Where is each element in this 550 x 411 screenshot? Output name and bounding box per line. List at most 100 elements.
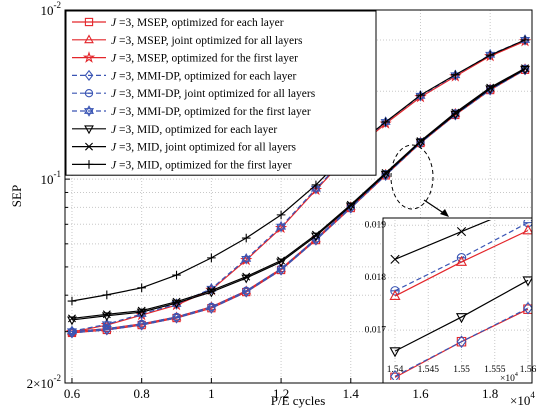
marker [172,312,181,322]
marker [276,220,287,233]
y-tick-label-exp: -1 [54,169,62,179]
marker [381,117,390,127]
marker [102,310,111,319]
x-multiplier-exp: 4 [530,390,535,400]
marker [67,296,77,306]
series-line [71,68,526,333]
marker [311,230,320,239]
legend-label: J =3, MMI-DP, joint optimized for all la… [111,88,316,100]
inset-series [389,220,532,380]
series-line [394,307,529,377]
marker [137,283,146,293]
legend-label: J =3, MSEP, optimized for each layer [111,17,284,29]
x-multiplier-base: ×10 [510,393,530,408]
marker [84,125,94,135]
inset-x-multiplier: ×104 [500,372,518,384]
marker [276,210,286,220]
x-tick-label: 1.8 [482,386,498,401]
marker [84,69,94,81]
marker [346,200,355,209]
legend-box [65,10,377,176]
marker [455,313,468,324]
marker [522,276,532,287]
marker [84,34,94,44]
marker [67,314,76,323]
x-axis-label: P/E cycles [271,393,326,408]
y-tick-label-exp: -2 [54,373,62,383]
x-tick-label: 1 [208,386,215,401]
marker [66,325,77,337]
zoom-arrow [423,199,446,215]
series-line [71,69,526,334]
marker [207,286,216,295]
inset-y-tick-label: 0.017 [365,325,387,335]
marker [455,255,468,266]
legend-label: J =3, MMI-DP, optimized for the first la… [111,106,311,118]
y-tick-label-base: 2×10 [27,376,54,391]
marker [84,17,94,27]
marker [84,160,94,169]
series-line [394,279,529,352]
marker [241,253,252,265]
marker [523,220,532,228]
y-tick-label: 2×10-2 [27,373,61,391]
legend-label: J =3, MMI-DP, optimized for each layer [111,70,296,82]
marker [389,289,401,300]
marker [486,83,495,92]
marker [521,64,530,73]
marker [277,256,286,265]
legend-label: J =3, MSEP, optimized for the first laye… [111,52,298,64]
y-tick-label-exp: -2 [54,0,62,10]
marker [451,108,460,117]
legend: J =3, MSEP, optimized for each layer J =3… [65,10,377,176]
marker [416,90,425,100]
grid [65,9,532,384]
marker [456,226,467,237]
inset-x-tick-label: 1.555 [484,365,506,375]
series-line [71,40,526,333]
marker [522,224,532,235]
y-tick-label: 10-2 [41,0,62,18]
inset-background [383,218,532,383]
axes-frame [64,9,533,384]
x-tick-label: 1.2 [273,386,289,401]
x-tick-label: 1.4 [343,386,360,401]
series-line [71,67,526,320]
marker [137,319,146,328]
marker [381,168,390,177]
marker [276,264,286,273]
y-axis-label: SEP [9,185,24,207]
marker [84,89,94,98]
inset-y-tick-label: 0.019 [365,220,387,230]
marker [242,286,251,295]
marker [207,302,216,311]
marker [82,51,96,63]
inset-x-tick-label: 1.545 [418,365,440,375]
marker [242,272,251,281]
marker [416,137,425,146]
marker [85,142,93,151]
marker [83,105,95,117]
x-multiplier: ×104 [510,390,535,408]
series [65,34,532,339]
zoom-arrowhead [440,209,449,217]
inset-x-tick-label: 1.55 [453,365,470,375]
y-tick-label-base: 10 [41,172,54,187]
marker [101,318,112,331]
marker [207,253,216,263]
marker [390,254,400,264]
marker [311,180,321,190]
series-line [394,229,529,297]
inset-x-multiplier-base: ×10 [500,374,515,384]
marker [520,35,530,45]
marker [389,347,401,358]
marker [485,50,495,60]
marker [390,372,400,380]
marker [241,233,251,243]
legend-label: J =3, MID, optimized for each layer [111,123,277,135]
marker [102,290,112,300]
marker [172,270,181,280]
marker [451,70,460,80]
y-tick-label: 10-1 [41,169,62,187]
